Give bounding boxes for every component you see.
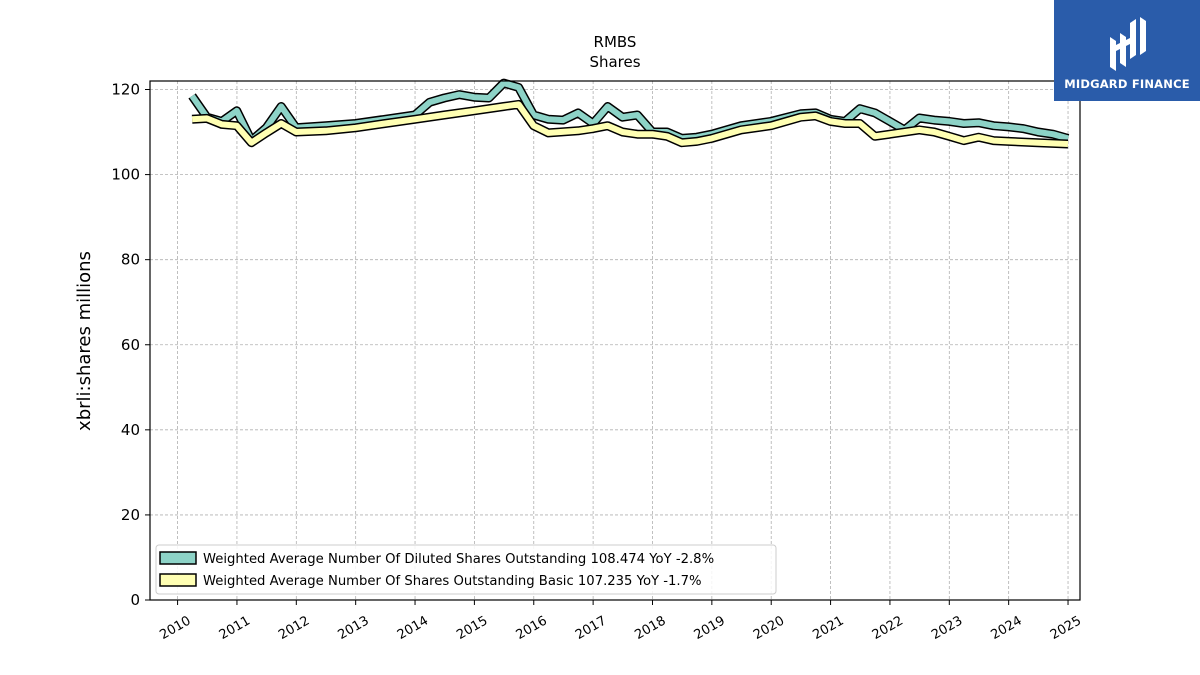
legend-label-basic: Weighted Average Number Of Shares Outsta…	[203, 574, 702, 589]
legend-swatch-basic	[159, 573, 197, 587]
y-tick-label: 0	[130, 591, 140, 609]
midgard-finance-logo: MIDGARD FINANCE	[1054, 0, 1200, 101]
y-tick-label: 40	[121, 421, 140, 439]
series-layer	[188, 78, 1070, 149]
y-tick-label: 100	[111, 166, 140, 184]
legend: Weighted Average Number Of Diluted Share…	[155, 544, 777, 595]
series-line	[189, 80, 1069, 144]
midgard-logo-icon	[1110, 16, 1146, 71]
x-axis: 2010 2011 2012 2013 2014 2015 2016 2017 2018 2019…	[157, 600, 1084, 643]
x-tick-label: 2014	[395, 613, 431, 643]
legend-label-diluted: Weighted Average Number Of Diluted Share…	[203, 552, 714, 567]
x-tick-label: 2011	[217, 613, 253, 643]
x-tick-label: 2019	[692, 613, 728, 643]
legend-swatch-diluted	[159, 551, 197, 565]
y-tick-label: 20	[121, 506, 140, 524]
series-line	[191, 101, 1069, 147]
logo-text: MIDGARD FINANCE	[1064, 76, 1190, 91]
series-diluted	[188, 78, 1070, 146]
x-tick-label: 2024	[989, 613, 1025, 643]
x-tick-label: 2015	[454, 613, 490, 643]
y-tick-label: 120	[111, 81, 140, 99]
chart-title: RMBS	[594, 33, 637, 51]
y-tick-label: 60	[121, 336, 140, 354]
x-tick-label: 2013	[336, 613, 372, 643]
x-tick-label: 2016	[514, 613, 550, 643]
y-axis: 0 20 40 60 80 100 120	[111, 81, 150, 609]
y-tick-label: 80	[121, 251, 140, 269]
x-tick-label: 2023	[929, 613, 965, 643]
chart-subtitle: Shares	[589, 53, 640, 71]
x-tick-label: 2010	[157, 613, 193, 643]
x-tick-label: 2017	[573, 613, 609, 643]
x-tick-label: 2021	[810, 613, 846, 643]
legend-box	[155, 544, 777, 595]
grid	[150, 81, 1080, 601]
x-tick-label: 2025	[1048, 613, 1084, 643]
y-axis-label: xbrli:shares millions	[74, 251, 95, 431]
x-tick-label: 2020	[751, 613, 787, 643]
series-basic	[191, 99, 1069, 149]
plot-frame	[149, 80, 1081, 601]
x-tick-label: 2022	[870, 613, 906, 643]
x-tick-label: 2018	[632, 613, 668, 643]
x-tick-label: 2012	[276, 613, 312, 643]
